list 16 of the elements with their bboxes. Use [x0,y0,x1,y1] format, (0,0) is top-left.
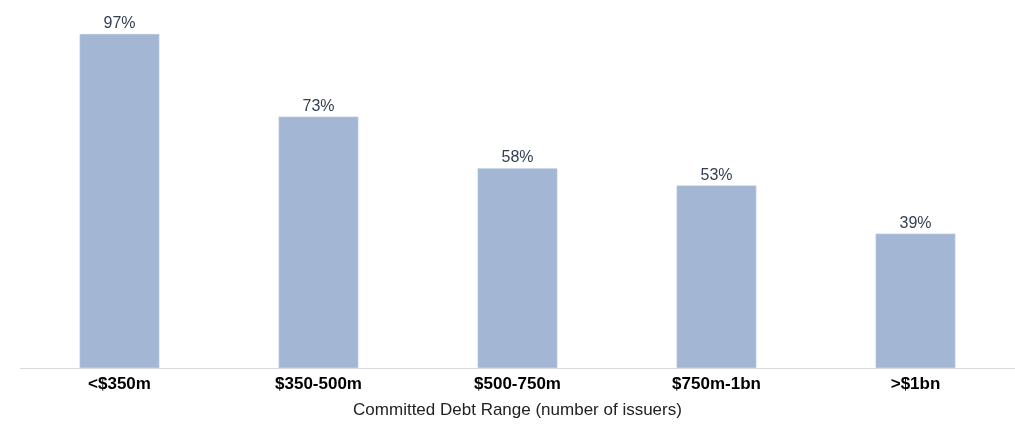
bar [875,233,956,368]
data-label: 73% [302,96,335,114]
data-label: 53% [700,165,733,183]
bar [278,116,359,368]
x-tick-label: >$1bn [890,374,941,394]
x-tick-label: $500-750m [474,374,561,394]
x-axis-title: Committed Debt Range (number of issuers) [353,399,682,419]
x-tick-label: $750m-1bn [672,374,761,394]
data-label: 39% [899,213,932,231]
x-tick-label: $350-500m [275,374,362,394]
data-label: 97% [103,14,136,32]
bar [676,185,757,368]
x-tick-label: <$350m [88,374,151,394]
data-label: 58% [501,148,534,166]
bar [79,33,160,368]
bar [477,168,558,368]
